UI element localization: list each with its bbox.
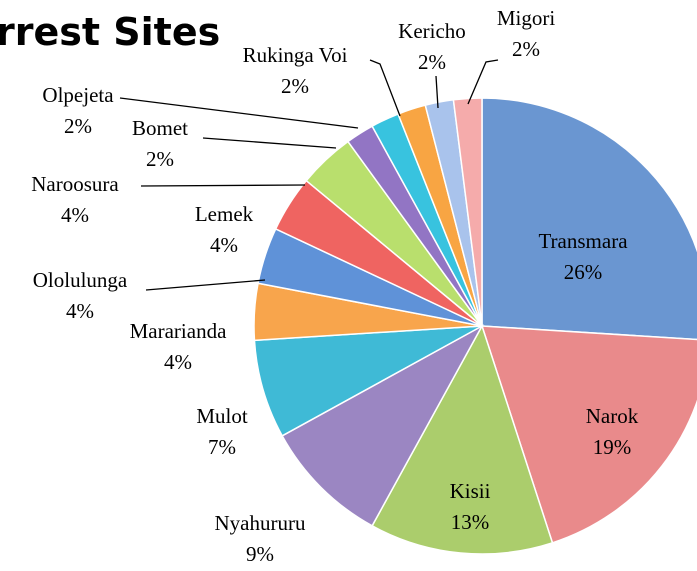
- pie-slice: [452, 97, 483, 327]
- leader-line: [140, 184, 306, 187]
- leader-line: [145, 279, 266, 291]
- value-label: 4%: [210, 233, 238, 257]
- slice-label: Naroosura: [31, 172, 119, 196]
- pie-slice: [371, 324, 554, 555]
- leader-line: [369, 59, 401, 117]
- chart-title: rrest Sites: [0, 10, 220, 54]
- value-label: 7%: [208, 435, 236, 459]
- slice-label: Lemek: [195, 202, 254, 226]
- slice-label: Mararianda: [130, 319, 227, 343]
- value-label: 13%: [451, 510, 490, 534]
- slice-label: Mulot: [196, 404, 248, 428]
- value-label: 2%: [64, 114, 92, 138]
- slice-label: Olpejeta: [42, 83, 114, 107]
- value-label: 9%: [246, 542, 274, 566]
- value-label: 2%: [512, 37, 540, 61]
- slice-label: Kisii: [450, 479, 491, 503]
- slice-label: Bomet: [132, 116, 188, 140]
- value-label: 19%: [593, 435, 632, 459]
- leader-line: [435, 75, 439, 109]
- slice-label: Transmara: [538, 229, 628, 253]
- value-label: 2%: [418, 50, 446, 74]
- slice-label: Rukinga Voi: [243, 43, 348, 67]
- pie-slice: [281, 324, 484, 527]
- leader-line: [202, 137, 337, 149]
- slice-label: Nyahururu: [215, 511, 306, 535]
- slice-label: Migori: [497, 6, 556, 30]
- slice-label: Ololulunga: [33, 268, 128, 292]
- leader-line: [119, 97, 359, 129]
- slice-label: Narok: [586, 404, 639, 428]
- leader-line: [467, 59, 499, 105]
- slice-label: Kericho: [398, 19, 466, 43]
- value-label: 4%: [61, 203, 89, 227]
- value-label: 26%: [564, 260, 603, 284]
- pie-slice: [481, 97, 697, 341]
- value-label: 2%: [146, 147, 174, 171]
- value-label: 4%: [66, 299, 94, 323]
- pie-slice: [480, 325, 697, 544]
- value-label: 4%: [164, 350, 192, 374]
- value-label: 2%: [281, 74, 309, 98]
